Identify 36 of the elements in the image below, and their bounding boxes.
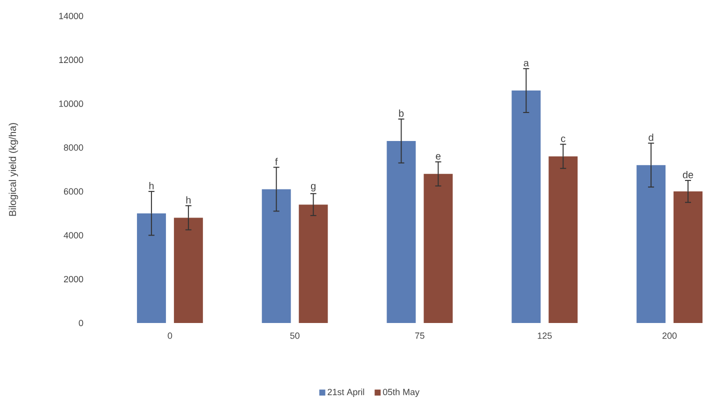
annotation: d [648, 134, 654, 141]
annotation: e [436, 154, 441, 160]
y-tick-label: 12000 [59, 56, 84, 64]
bar [636, 165, 666, 323]
annotation: g [310, 184, 316, 192]
annotation: a [524, 60, 529, 66]
bar [512, 90, 541, 323]
x-tick-label: 0 [168, 332, 172, 339]
x-tick-label: 75 [415, 332, 424, 339]
bar [424, 174, 453, 323]
y-axis-title: Bilogical yield (kg/ha) [8, 123, 18, 216]
x-tick-label: 200 [662, 332, 677, 339]
bar [548, 156, 578, 323]
y-tick-label: 0 [78, 320, 84, 326]
x-tick-label: 50 [290, 332, 300, 339]
annotation: h [149, 182, 154, 190]
y-tick-label: 4000 [64, 232, 84, 238]
y-tick-label: 8000 [64, 144, 84, 151]
annotation: c [561, 136, 566, 142]
y-tick-label: 6000 [64, 188, 84, 195]
annotation: f [275, 158, 278, 166]
annotation: b [399, 110, 404, 117]
bar [674, 191, 703, 323]
bar [174, 218, 203, 323]
legend-label: 05th May [382, 388, 420, 397]
bar [136, 213, 166, 323]
bar [262, 189, 291, 323]
y-tick-label: 10000 [59, 100, 84, 107]
annotation: de [682, 170, 694, 178]
x-tick-label: 125 [538, 332, 552, 339]
annotation: h [186, 196, 191, 204]
bar [298, 204, 328, 323]
legend-label: 21st April [328, 388, 364, 397]
y-tick-label: 14000 [59, 12, 84, 20]
y-tick-label: 2000 [64, 276, 84, 282]
bar [386, 140, 416, 323]
